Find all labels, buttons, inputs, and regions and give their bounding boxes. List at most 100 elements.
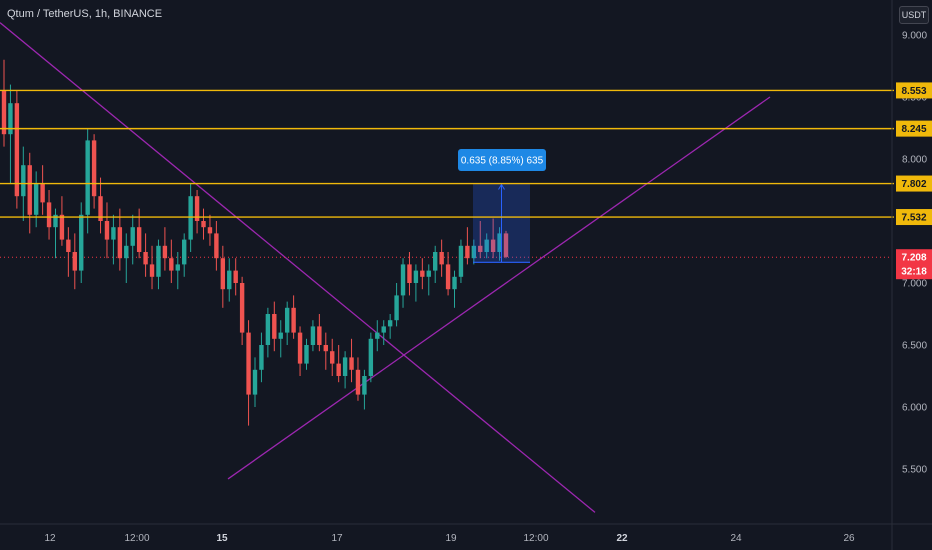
candle-body	[40, 183, 45, 203]
candle-body	[484, 239, 489, 252]
time-axis-tick: 15	[216, 533, 228, 544]
candle-body	[439, 252, 444, 265]
candle-body	[284, 307, 290, 333]
candle-body	[162, 245, 168, 259]
chart-drawings	[0, 22, 892, 513]
level-price-tag	[896, 209, 932, 226]
candle-body	[259, 345, 264, 370]
bar-countdown: 32:18	[901, 267, 927, 278]
candle-body	[246, 332, 251, 395]
price-range-measure: 0.635 (8.85%) 635	[458, 149, 546, 263]
candlestick-series	[1, 59, 509, 426]
candle-body	[33, 183, 39, 215]
candle-body	[182, 239, 187, 265]
candle-body	[426, 270, 431, 277]
time-axis: 12 12:00 15 17 19 12:00 22 24 26	[44, 533, 855, 544]
candle-body	[503, 233, 509, 257]
candle-body	[149, 264, 155, 277]
candle-body	[278, 332, 283, 339]
last-price-label: 7.208	[901, 253, 926, 264]
time-axis-tick: 24	[730, 533, 742, 544]
price-axis-tick: 5.500	[902, 465, 927, 476]
candle-body	[207, 227, 213, 234]
candle-body	[394, 295, 399, 321]
candle-body	[66, 239, 71, 252]
currency-button[interactable]: USDT	[899, 6, 929, 24]
candle-body	[188, 196, 193, 240]
measure-arrow-head	[498, 183, 505, 190]
time-axis-tick: 17	[331, 533, 343, 544]
candle-body	[310, 326, 316, 345]
candle-body	[104, 221, 110, 240]
candle-body	[8, 103, 13, 135]
candle-body	[220, 258, 226, 290]
candle-body	[420, 270, 425, 277]
candle-body	[490, 239, 496, 252]
candle-body	[14, 103, 20, 197]
candle-body	[46, 202, 52, 228]
price-axis-tick: 6.500	[902, 341, 927, 352]
time-axis-tick: 19	[445, 533, 457, 544]
time-axis-tick: 12:00	[124, 533, 149, 544]
candle-body	[375, 332, 380, 339]
candle-body	[413, 270, 419, 283]
candle-body	[330, 351, 335, 364]
time-axis-tick: 22	[616, 533, 628, 544]
candle-body	[497, 233, 502, 252]
level-price-label: 7.802	[901, 179, 926, 190]
candle-body	[452, 276, 457, 290]
price-tags: 8.553 8.245 7.802 7.532 7.208 32:18	[896, 82, 932, 280]
last-price-tag	[896, 249, 932, 280]
candle-body	[91, 140, 97, 197]
candle-body	[53, 214, 58, 228]
time-axis-tick: 26	[843, 533, 855, 544]
candle-body	[304, 345, 309, 364]
candle-body	[98, 196, 103, 221]
candle-body	[387, 320, 393, 327]
price-axis-tick: 7.000	[902, 279, 927, 290]
candle-body	[465, 245, 470, 259]
time-axis-tick: 12:00	[523, 533, 548, 544]
trendline-ascending[interactable]	[227, 96, 771, 480]
candle-body	[59, 214, 65, 240]
candle-body	[355, 369, 361, 395]
candle-body	[381, 326, 386, 333]
price-axis-tick: 6.000	[902, 403, 927, 414]
candle-body	[143, 252, 148, 265]
candle-body	[136, 227, 142, 252]
price-axis-tick: 9.000	[902, 31, 927, 42]
candle-body	[349, 357, 354, 370]
level-price-tag	[896, 120, 932, 137]
candle-body	[227, 270, 232, 290]
candle-body	[1, 90, 7, 135]
candle-body	[194, 196, 200, 221]
trendline-descending[interactable]	[0, 22, 596, 513]
measure-label-bubble	[458, 149, 546, 171]
candle-body	[27, 165, 32, 215]
candle-body	[233, 270, 238, 283]
candle-body	[471, 245, 477, 259]
level-price-label: 8.553	[901, 86, 926, 97]
candle-body	[478, 245, 483, 252]
candle-body	[124, 245, 129, 259]
candle-body	[342, 357, 348, 376]
measure-label: 0.635 (8.85%) 635	[461, 156, 544, 167]
candle-body	[169, 258, 174, 271]
candle-body	[336, 363, 341, 376]
time-axis-tick: 12	[44, 533, 56, 544]
candle-body	[265, 314, 271, 345]
candle-body	[156, 245, 161, 277]
price-axis-tick: 8.000	[902, 155, 927, 166]
level-price-label: 7.532	[901, 213, 926, 224]
candle-body	[252, 369, 258, 395]
candle-body	[323, 345, 328, 352]
chart-title: Qtum / TetherUS, 1h, BINANCE	[7, 8, 163, 20]
level-price-tag	[896, 175, 932, 192]
candle-body	[21, 165, 26, 197]
candle-body	[445, 264, 451, 290]
candle-body	[291, 307, 296, 333]
candle-body	[458, 245, 464, 277]
candle-body	[368, 338, 374, 376]
candle-body	[201, 221, 206, 228]
